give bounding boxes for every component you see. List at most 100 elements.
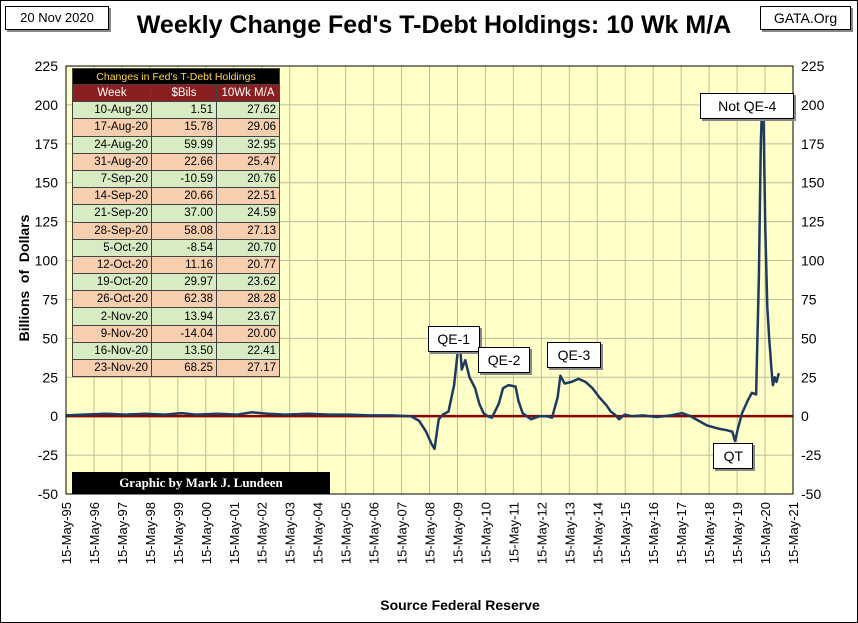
y-tick-label-left: 100 [35, 253, 59, 269]
table-caption: Changes in Fed's T-Debt Holdings [72, 68, 280, 85]
y-tick-label-left: -50 [38, 486, 58, 502]
table-cell: 59.99 [151, 135, 217, 154]
x-tick-label: 15-May-98 [143, 502, 158, 564]
table-cell: 22.66 [151, 152, 217, 171]
table-cell: 11.16 [151, 255, 217, 275]
x-tick-label: 15-May-15 [618, 502, 633, 564]
table-cell: 16-Nov-20 [72, 341, 152, 361]
table-header-row: Week $Bils 10Wk M/A [72, 83, 280, 103]
y-tick-label-right: 225 [801, 58, 825, 74]
table-cell: 5-Oct-20 [72, 238, 152, 257]
y-axis-label: Billions of Dollars [16, 214, 32, 342]
y-axis-right: -50 -25 0 25 50 75 100 125 150 175 200 225 [801, 58, 825, 502]
table-cell: 9-Nov-20 [72, 324, 152, 343]
table-cell: 20.70 [216, 238, 280, 257]
plot-border [65, 65, 794, 495]
x-tick-label: 15-May-95 [59, 502, 74, 564]
y-tick-label-right: 150 [801, 175, 825, 191]
table-cell: 19-Oct-20 [72, 273, 152, 292]
annotation-qt: QT [713, 443, 754, 470]
table-cell: 14-Sep-20 [72, 187, 152, 206]
table-cell: 20.76 [216, 169, 280, 189]
x-tick-label: 15-May-14 [590, 502, 605, 564]
y-tick-label-right: -50 [801, 486, 821, 502]
table-cell: 23.67 [216, 307, 280, 326]
table-cell: 28-Sep-20 [72, 221, 152, 240]
x-tick-label: 15-May-04 [311, 502, 326, 564]
y-tick-label-left: 75 [42, 291, 58, 307]
credit-label: Graphic by Mark J. Lundeen [72, 472, 330, 494]
table-cell: 29.06 [216, 118, 280, 137]
table-cell: 24.59 [216, 204, 280, 223]
x-tick-label: 15-May-13 [562, 502, 577, 564]
y-tick-label-left: 225 [35, 58, 59, 74]
table-cell: 27.17 [216, 358, 280, 378]
annotation-qe-1: QE-1 [427, 326, 480, 353]
annotation-qe-2: QE-2 [478, 346, 531, 373]
table-cell: 23.62 [216, 273, 280, 292]
table-header-cell: Week [72, 83, 152, 103]
x-tick-label: 15-May-97 [115, 502, 130, 564]
y-tick-label-left: 0 [50, 408, 58, 424]
x-tick-label: 15-May-21 [786, 502, 801, 564]
table-row: 14-Sep-20 20.66 22.51 [72, 187, 280, 206]
x-tick-label: 15-May-96 [87, 502, 102, 564]
series-line [65, 98, 780, 451]
table-row: 12-Oct-20 11.16 20.77 [72, 255, 280, 275]
table-cell: 58.08 [151, 221, 217, 240]
table-cell: 62.38 [151, 290, 217, 309]
table-cell: 12-Oct-20 [72, 255, 152, 275]
x-axis-label: Source Federal Reserve [380, 597, 540, 613]
table-cell: -14.04 [151, 324, 217, 343]
table-header-cell: 10Wk M/A [216, 83, 280, 103]
table-cell: 13.50 [151, 341, 217, 361]
table-cell: -8.54 [151, 238, 217, 257]
date-label: 20 Nov 2020 [5, 6, 109, 30]
table-cell: 28.28 [216, 290, 280, 309]
table-row: 19-Oct-20 29.97 23.62 [72, 273, 280, 292]
x-tick-label: 15-May-99 [171, 502, 186, 564]
table-cell: 20.77 [216, 255, 280, 275]
table-row: 10-Aug-20 1.51 27.62 [72, 101, 280, 120]
annotation-not-qe-4: Not QE-4 [700, 92, 795, 119]
y-tick-label-right: 175 [801, 136, 825, 152]
table-cell: 31-Aug-20 [72, 152, 152, 171]
table-cell: 13.94 [151, 307, 217, 326]
x-tick-label: 15-May-00 [199, 502, 214, 564]
table-cell: 24-Aug-20 [72, 135, 152, 154]
x-tick-label: 15-May-20 [758, 502, 773, 564]
table-row: 23-Nov-20 68.25 27.17 [72, 358, 280, 378]
table-header-cell: $Bils [151, 83, 217, 103]
y-tick-label-right: 100 [801, 253, 825, 269]
x-tick-label: 15-May-09 [450, 502, 465, 564]
x-tick-label: 15-May-19 [730, 502, 745, 564]
y-tick-label-right: -25 [801, 447, 821, 463]
x-tick-label: 15-May-08 [423, 502, 438, 564]
x-tick-label: 15-May-03 [283, 502, 298, 564]
x-tick-label: 15-May-06 [367, 502, 382, 564]
table-row: 26-Oct-20 62.38 28.28 [72, 290, 280, 309]
y-tick-label-right: 25 [801, 369, 817, 385]
table-cell: 15.78 [151, 118, 217, 137]
y-tick-label-right: 200 [801, 97, 825, 113]
table-row: 28-Sep-20 58.08 27.13 [72, 221, 280, 240]
table-row: 21-Sep-20 37.00 24.59 [72, 204, 280, 223]
x-axis: 15-May-95 15-May-96 15-May-97 15-May-98 15-M… [59, 502, 801, 564]
x-tick-label: 15-May-05 [339, 502, 354, 564]
table-row: 17-Aug-20 15.78 29.06 [72, 118, 280, 137]
table-row: 16-Nov-20 13.50 22.41 [72, 341, 280, 361]
x-tick-label: 15-May-12 [534, 502, 549, 564]
x-tick-label: 15-May-17 [674, 502, 689, 564]
table-cell: 22.51 [216, 187, 280, 206]
table-cell: 37.00 [151, 204, 217, 223]
table-cell: 21-Sep-20 [72, 204, 152, 223]
table-cell: 20.00 [216, 324, 280, 343]
table-cell: 7-Sep-20 [72, 169, 152, 189]
y-tick-label-left: 150 [35, 175, 59, 191]
table-cell: 26-Oct-20 [72, 290, 152, 309]
x-tick-label: 15-May-11 [506, 502, 521, 563]
table-cell: 27.62 [216, 101, 280, 120]
site-label: GATA.Org [760, 6, 851, 30]
y-tick-label-right: 125 [801, 214, 825, 230]
table-cell: 2-Nov-20 [72, 307, 152, 326]
